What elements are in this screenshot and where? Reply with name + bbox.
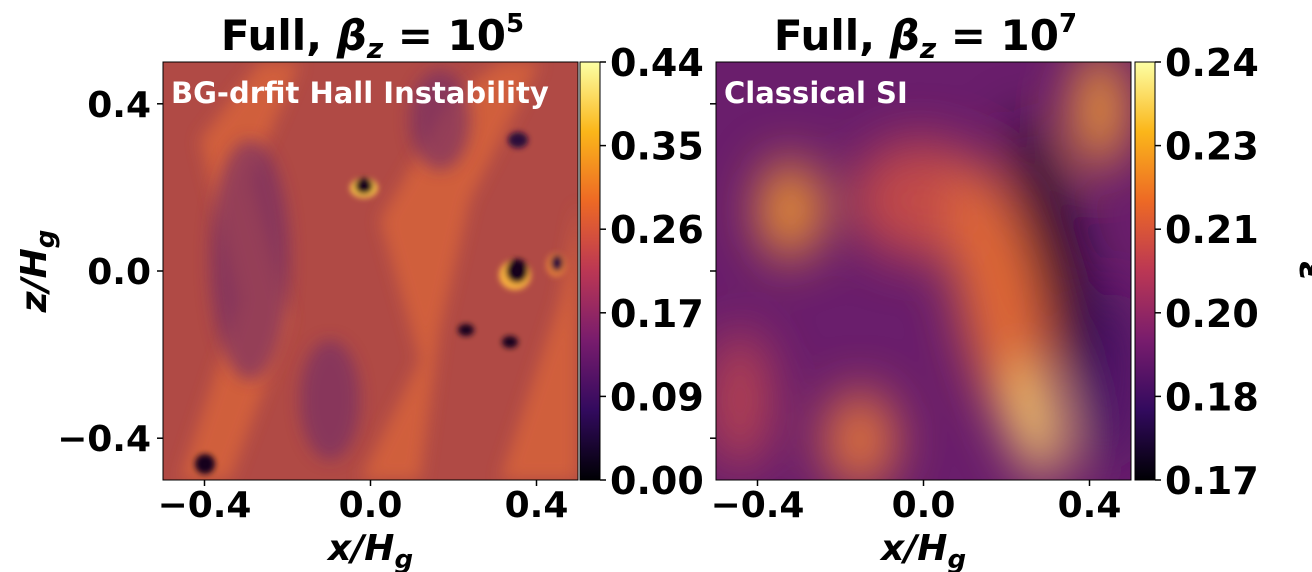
text-part: z/H <box>14 248 55 313</box>
annotation: BG-drfit Hall Instability <box>171 76 549 110</box>
text-part: g <box>394 545 413 572</box>
text-part: g <box>31 230 61 249</box>
colorbar-tick-label: 0.18 <box>1165 375 1259 419</box>
x-tick-label: −0.4 <box>158 485 252 526</box>
colorbar-label: ε <box>1291 261 1312 281</box>
text-part: Full, <box>774 11 890 60</box>
text-part: x/H <box>326 528 395 569</box>
text-part: 5 <box>506 9 524 39</box>
colorbar-tick-label: 0.20 <box>1165 292 1259 336</box>
text-part: x/H <box>879 528 948 569</box>
y-tick-label: −0.4 <box>57 419 151 460</box>
chart-title: Full, βz = 105 <box>221 9 524 65</box>
y-tick-label: 0.0 <box>87 252 151 293</box>
colorbar-tick-label: 0.09 <box>610 375 704 419</box>
colorbar-tick-label: 0.23 <box>1165 125 1259 169</box>
x-axis-label: x/Hg <box>879 528 966 572</box>
x-tick-label: 0.0 <box>892 485 956 526</box>
heatmap-image <box>163 62 578 480</box>
colorbar <box>579 61 601 481</box>
text-part: β <box>336 11 367 60</box>
y-axis-label: z/Hg <box>14 230 61 314</box>
colorbar-tick-label: 0.24 <box>1165 41 1259 85</box>
text-part: Full, <box>221 11 337 60</box>
x-tick-label: 0.4 <box>1058 485 1122 526</box>
colorbar-tick-label: 0.17 <box>1165 459 1259 503</box>
colorbar-tick-label: 0.21 <box>1165 208 1259 252</box>
text-part: z <box>919 32 937 65</box>
text-part: z <box>366 32 384 65</box>
colorbar-tick-label: 0.26 <box>610 208 704 252</box>
colorbar-tick-label: 0.44 <box>610 41 704 85</box>
x-axis-label: x/Hg <box>326 528 413 572</box>
chart-title: Full, βz = 107 <box>774 9 1077 65</box>
text-part: 7 <box>1059 9 1077 39</box>
colorbar <box>1134 61 1156 481</box>
x-tick-label: 0.4 <box>505 485 569 526</box>
heatmap-image <box>716 62 1131 480</box>
x-tick-label: −0.4 <box>711 485 805 526</box>
text-part: g <box>947 545 966 572</box>
colorbar-tick-label: 0.35 <box>610 125 704 169</box>
colorbar-tick-label: 0.00 <box>610 459 704 503</box>
y-tick-label: 0.4 <box>87 85 151 126</box>
x-tick-label: 0.0 <box>339 485 403 526</box>
text-part: β <box>889 11 920 60</box>
colorbar-tick-label: 0.17 <box>610 292 704 336</box>
annotation: Classical SI <box>724 76 908 110</box>
text-part: = 10 <box>936 11 1059 60</box>
text-part: = 10 <box>383 11 506 60</box>
